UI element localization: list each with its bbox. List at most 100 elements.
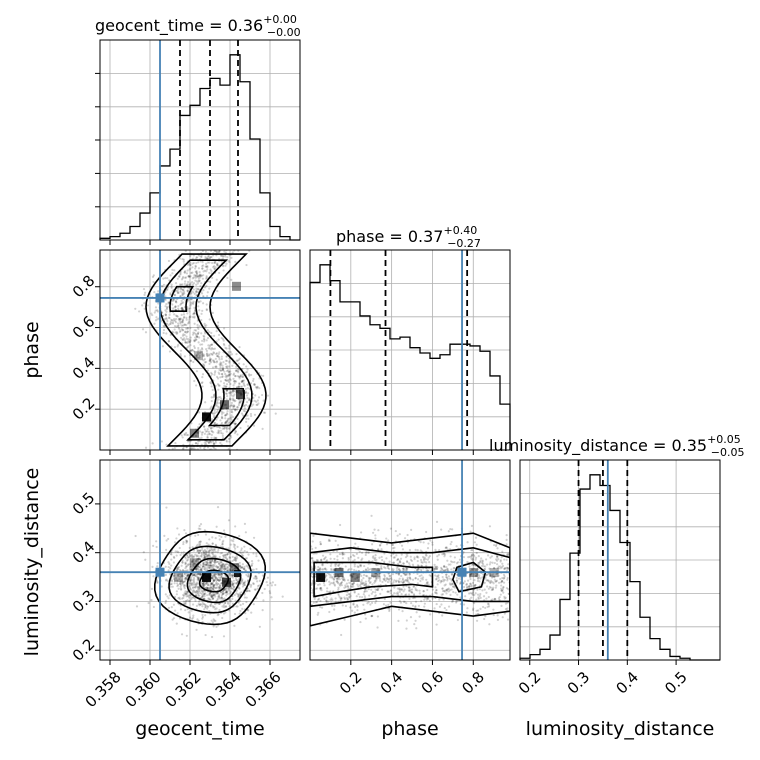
sample-dot xyxy=(465,582,468,586)
sample-dot xyxy=(502,573,506,576)
sample-dot xyxy=(231,583,234,586)
sample-dot xyxy=(210,358,213,361)
sample-dot xyxy=(220,594,224,597)
sample-dot xyxy=(201,373,205,376)
sample-dot xyxy=(199,558,202,561)
sample-dot xyxy=(485,558,488,561)
sample-dot xyxy=(197,549,200,552)
sample-dot xyxy=(405,567,408,570)
sample-dot xyxy=(337,593,340,597)
sample-dot xyxy=(238,550,241,554)
sample-dot xyxy=(209,561,213,564)
sample-dot xyxy=(258,579,261,582)
sample-dot xyxy=(174,609,177,612)
sample-dot xyxy=(475,543,478,546)
sample-dot xyxy=(475,598,478,601)
sample-dot xyxy=(217,432,220,435)
sample-dot xyxy=(198,566,201,569)
sample-dot xyxy=(452,585,455,588)
sample-dot xyxy=(206,586,209,590)
sample-dot xyxy=(466,560,469,564)
sample-dot xyxy=(166,319,169,323)
sample-dot xyxy=(187,574,190,577)
sample-dot xyxy=(245,370,249,374)
sample-dot xyxy=(483,588,486,591)
sample-dot xyxy=(222,342,225,346)
sample-dot xyxy=(203,425,206,428)
sample-dot xyxy=(224,378,227,382)
sample-dot xyxy=(244,612,247,615)
sample-dot xyxy=(183,355,186,358)
sample-dot xyxy=(228,564,231,567)
sample-dot xyxy=(478,574,481,577)
sample-dot xyxy=(186,341,189,344)
sample-dot xyxy=(244,371,247,374)
sample-dot xyxy=(218,584,222,587)
sample-dot xyxy=(199,574,202,577)
sample-dot xyxy=(500,604,503,607)
sample-dot xyxy=(224,413,228,417)
sample-dot xyxy=(392,561,395,564)
sample-dot xyxy=(183,593,187,596)
sample-dot xyxy=(171,585,174,588)
sample-dot xyxy=(181,582,184,585)
x-tick-label: 0.362 xyxy=(162,668,205,711)
sample-dot xyxy=(222,327,226,330)
sample-dot xyxy=(197,349,200,352)
sample-dot xyxy=(480,557,483,560)
sample-dot xyxy=(414,577,417,580)
sample-dot xyxy=(227,421,231,425)
sample-dot xyxy=(200,292,204,295)
sample-dot xyxy=(194,597,197,600)
sample-dot xyxy=(484,577,487,580)
sample-dot xyxy=(220,599,223,602)
sample-dot xyxy=(344,585,348,589)
sample-dot xyxy=(343,596,346,599)
sample-dot xyxy=(232,377,235,380)
sample-dot xyxy=(205,582,209,585)
sample-dot xyxy=(222,564,226,568)
sample-dot xyxy=(230,436,233,439)
sample-dot xyxy=(186,269,189,272)
sample-dot xyxy=(225,421,228,424)
sample-dot xyxy=(222,612,226,615)
sample-dot xyxy=(502,581,506,584)
sample-dot xyxy=(179,580,182,583)
sample-dot xyxy=(434,574,437,577)
sample-dot xyxy=(185,569,188,572)
sample-dot xyxy=(189,282,192,285)
sample-dot xyxy=(228,361,231,364)
sample-dot xyxy=(221,567,224,570)
sample-dot xyxy=(352,585,355,588)
sample-dot xyxy=(485,591,488,594)
sample-dot xyxy=(182,447,185,450)
sample-dot xyxy=(241,379,244,383)
sample-dot xyxy=(187,340,190,343)
sample-dot xyxy=(392,581,395,584)
sample-dot xyxy=(469,582,472,585)
sample-dot xyxy=(183,528,186,532)
sample-dot xyxy=(173,447,176,450)
sample-dot xyxy=(195,593,198,597)
sample-dot xyxy=(225,439,228,442)
sample-dot xyxy=(174,305,177,308)
sample-dot xyxy=(191,333,195,336)
sample-dot xyxy=(225,590,228,594)
sample-dot xyxy=(402,567,405,570)
sample-dot xyxy=(215,353,218,356)
sample-dot xyxy=(197,301,201,304)
sample-dot xyxy=(228,365,231,368)
sample-dot xyxy=(217,602,221,605)
sample-dot xyxy=(341,557,344,560)
sample-dot xyxy=(356,605,359,608)
sample-dot xyxy=(188,552,191,555)
sample-dot xyxy=(216,578,219,581)
sample-dot xyxy=(253,382,256,386)
sample-dot xyxy=(375,599,378,603)
sample-dot xyxy=(184,561,187,564)
sample-dot xyxy=(375,588,379,592)
sample-dot xyxy=(210,564,213,567)
sample-dot xyxy=(311,561,314,564)
sample-dot xyxy=(227,588,230,591)
sample-dot xyxy=(231,411,234,414)
